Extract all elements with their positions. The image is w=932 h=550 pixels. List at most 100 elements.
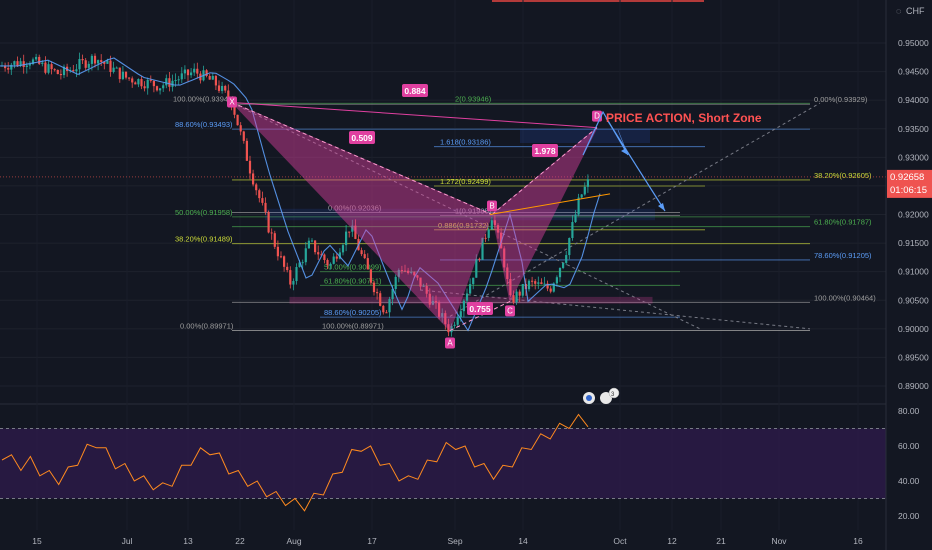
pattern-ratio: 0.509 xyxy=(351,133,373,143)
candle-body xyxy=(112,67,115,72)
candle-body xyxy=(323,254,326,261)
candle-body xyxy=(422,285,425,287)
price-axis[interactable] xyxy=(886,0,932,550)
fib-label: 100.00%(0.90464) xyxy=(814,293,876,302)
candle-body xyxy=(124,71,128,78)
fib-label: 0.00%(0.89971) xyxy=(180,321,234,330)
candle-body xyxy=(407,270,410,273)
candle-body xyxy=(472,277,475,285)
pattern-point-b xyxy=(487,200,497,212)
candle-body xyxy=(431,300,434,305)
candle-body xyxy=(97,60,100,64)
candle-body xyxy=(537,282,540,284)
candle-body xyxy=(217,85,221,91)
candle-body xyxy=(298,262,301,268)
candle-body xyxy=(121,71,124,80)
zone-box xyxy=(265,208,655,221)
candle-body xyxy=(385,312,388,314)
pattern-ratio: 1.978 xyxy=(534,146,556,156)
harmonic-pattern: X A B C D 0.884 0.509 1.978 0.755 PRICE ACTION, S… xyxy=(227,84,762,349)
candle-body xyxy=(372,282,376,293)
flag-icon[interactable] xyxy=(600,392,612,404)
fib-label: 0.886(0.91732) xyxy=(438,221,489,230)
rsi-line xyxy=(1,413,589,512)
candle-body xyxy=(56,69,59,75)
rsi-tick-label: 80.00 xyxy=(898,406,920,416)
candle-body xyxy=(214,75,217,86)
candle-body xyxy=(382,305,385,313)
candle-body xyxy=(270,232,273,234)
pattern-point-label: A xyxy=(447,339,453,348)
zone-box xyxy=(520,128,650,144)
candle-body xyxy=(50,64,53,70)
candle-body xyxy=(174,80,177,82)
indicator-badges[interactable]: 3 xyxy=(583,387,620,404)
candle-body xyxy=(376,292,379,294)
candle-body xyxy=(577,197,580,215)
candle-body xyxy=(28,64,31,66)
candle-body xyxy=(310,240,314,242)
candle-body xyxy=(425,285,428,294)
x-tick-label: 13 xyxy=(183,536,193,546)
pattern-ratio: 0.884 xyxy=(404,86,426,96)
candle-body xyxy=(186,69,190,76)
candle-body xyxy=(360,250,363,255)
candle-body xyxy=(493,220,496,226)
fib-label: 0.00%(0.92036) xyxy=(328,203,382,212)
candle-body xyxy=(332,256,335,264)
candle-body xyxy=(363,254,366,259)
currency-label: CHF xyxy=(906,6,925,16)
rsi-band-fill xyxy=(0,428,886,499)
fib-label: 61.80%(0.90761) xyxy=(324,276,382,285)
candle-body xyxy=(475,258,478,278)
candle-body xyxy=(279,256,283,258)
candle-body xyxy=(62,66,66,76)
candle-body xyxy=(75,69,78,72)
candle-body xyxy=(487,229,490,238)
candle-body xyxy=(264,202,267,212)
candle-body xyxy=(93,55,97,64)
candle-body xyxy=(515,291,518,303)
candle-body xyxy=(283,256,286,267)
candle-body xyxy=(555,277,558,284)
y-tick-label: 0.90000 xyxy=(898,324,929,334)
trend-line xyxy=(489,193,611,215)
fib-label: 38.20%(0.91489) xyxy=(175,235,233,244)
candle-body xyxy=(292,281,295,285)
last-price-tag: 0.92658 01:06:15 xyxy=(887,169,932,198)
candle-body xyxy=(565,255,568,263)
candle-body xyxy=(115,67,118,69)
fib-label: 100.00%(0.89971) xyxy=(322,321,384,330)
candle-body xyxy=(348,231,351,233)
currency-dropdown-icon[interactable]: ◌ xyxy=(896,6,901,16)
pattern-ratio-badge xyxy=(467,302,493,315)
candle-body xyxy=(462,300,465,312)
candle-body xyxy=(503,248,506,268)
candlestick-series xyxy=(0,52,601,337)
candle-body xyxy=(586,179,589,187)
fib-label: 50.00%(0.90999) xyxy=(324,263,382,272)
candle-body xyxy=(16,61,19,66)
candle-body xyxy=(248,160,252,174)
candle-body xyxy=(320,254,323,256)
candle-body xyxy=(35,56,38,60)
rsi-tick-label: 20.00 xyxy=(898,511,920,521)
candle-body xyxy=(428,293,431,305)
fib-label: 38.20%(0.92605) xyxy=(814,171,872,180)
candle-body xyxy=(239,125,242,132)
candle-body xyxy=(549,288,552,292)
candle-body xyxy=(103,61,106,64)
x-tick-label: 15 xyxy=(32,536,42,546)
candle-body xyxy=(518,291,521,296)
candle-body xyxy=(205,70,208,76)
candle-body xyxy=(233,106,236,115)
candle-body xyxy=(128,77,131,79)
candle-body xyxy=(444,313,447,325)
candle-body xyxy=(196,68,199,74)
candle-body xyxy=(546,283,549,289)
fib-label: 50.00%(0.91958) xyxy=(175,208,233,217)
candle-body xyxy=(478,258,481,260)
candle-body xyxy=(25,65,28,68)
candle-body xyxy=(394,276,397,290)
